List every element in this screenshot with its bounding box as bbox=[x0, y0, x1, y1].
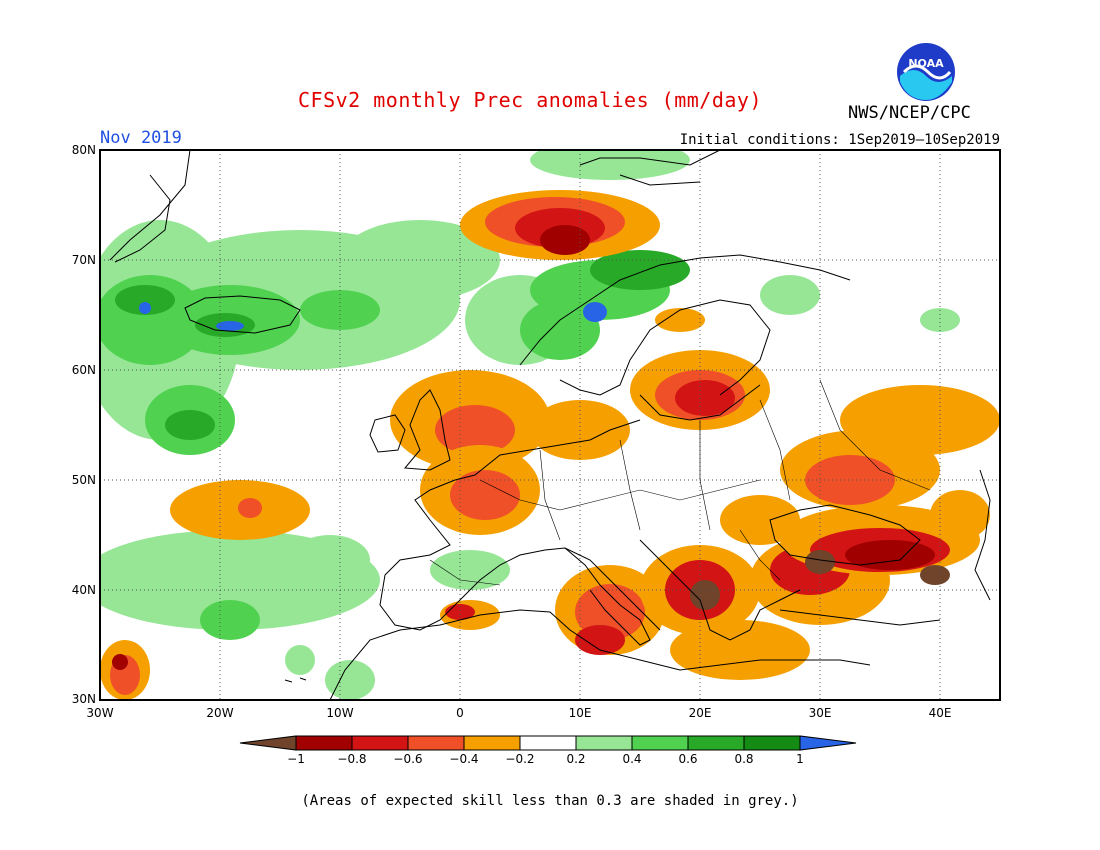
anomaly-region bbox=[325, 660, 375, 700]
colorbar-box bbox=[351, 735, 409, 751]
lat-label: 40N bbox=[71, 583, 96, 597]
lat-label: 80N bbox=[71, 143, 96, 157]
lon-label: 30W bbox=[86, 706, 114, 720]
colorbar-label: 0.8 bbox=[734, 752, 754, 766]
colorbar-label: −0.6 bbox=[393, 752, 423, 766]
coastlines bbox=[109, 150, 991, 700]
anomaly-region bbox=[675, 380, 735, 416]
anomaly-region bbox=[583, 302, 607, 322]
anomaly-region bbox=[840, 385, 1000, 455]
anomaly-region bbox=[930, 490, 990, 540]
colorbar-boxes bbox=[239, 735, 857, 751]
lon-label: 30E bbox=[808, 706, 832, 720]
colorbar-box bbox=[463, 735, 521, 751]
anomaly-region bbox=[920, 565, 950, 585]
anomaly-region bbox=[115, 285, 175, 315]
anomaly-region bbox=[575, 625, 625, 655]
anomaly-region bbox=[760, 275, 820, 315]
anomaly-region bbox=[540, 225, 590, 255]
anomaly-region bbox=[920, 308, 960, 332]
lon-label: 20E bbox=[688, 706, 712, 720]
lat-label: 70N bbox=[71, 253, 96, 267]
anomaly-region bbox=[290, 535, 370, 585]
anomaly-cells bbox=[100, 150, 1000, 700]
colorbar-max-arrow bbox=[799, 735, 857, 751]
anomaly-region bbox=[450, 470, 520, 520]
colorbar-label: −0.4 bbox=[449, 752, 479, 766]
colorbar-label: −0.8 bbox=[337, 752, 367, 766]
noaa-logo: NOAA bbox=[897, 43, 955, 101]
anomaly-region bbox=[690, 580, 720, 610]
colorbar-label: 1 bbox=[796, 752, 804, 766]
anomaly-region bbox=[165, 410, 215, 440]
anomaly-region bbox=[285, 645, 315, 675]
colorbar-label: 0.2 bbox=[566, 752, 586, 766]
anomaly-region bbox=[670, 620, 810, 680]
colorbar-label: 0.4 bbox=[622, 752, 642, 766]
anomaly-region bbox=[720, 495, 800, 545]
lon-label: 0 bbox=[456, 706, 464, 720]
anomaly-region bbox=[805, 455, 895, 505]
initial-conditions: Initial conditions: 1Sep2019—10Sep2019 bbox=[679, 132, 1000, 148]
colorbar-box bbox=[295, 735, 353, 751]
colorbar-min-arrow bbox=[239, 735, 297, 751]
anomaly-region bbox=[435, 405, 515, 455]
anomaly-region bbox=[238, 498, 262, 518]
colorbar-label: −1 bbox=[287, 752, 305, 766]
forecast-month: Nov 2019 bbox=[100, 128, 182, 148]
noaa-logo-text: NOAA bbox=[908, 57, 944, 70]
colorbar-box bbox=[631, 735, 689, 751]
colorbar-box bbox=[407, 735, 465, 751]
colorbar-box bbox=[687, 735, 745, 751]
anomaly-region bbox=[200, 600, 260, 640]
anomaly-region bbox=[112, 654, 128, 670]
anomaly-region bbox=[655, 308, 705, 332]
anomaly-region bbox=[139, 302, 151, 314]
lat-label: 50N bbox=[71, 473, 96, 487]
lon-label: 40E bbox=[928, 706, 952, 720]
lat-label: 30N bbox=[71, 692, 96, 706]
lat-label: 60N bbox=[71, 363, 96, 377]
anomaly-region bbox=[430, 550, 510, 590]
lon-label: 20W bbox=[206, 706, 234, 720]
anomaly-region bbox=[530, 150, 690, 180]
lon-label: 10W bbox=[326, 706, 354, 720]
colorbar-box bbox=[743, 735, 801, 751]
agency-label: NWS/NCEP/CPC bbox=[848, 103, 971, 123]
map-title: CFSv2 monthly Prec anomalies (mm/day) bbox=[297, 88, 763, 112]
map-frame bbox=[99, 149, 1001, 701]
country-borders bbox=[429, 379, 931, 586]
lon-label: 10E bbox=[568, 706, 592, 720]
anomaly-region bbox=[216, 321, 244, 331]
colorbar-box bbox=[575, 735, 633, 751]
colorbar-box bbox=[519, 735, 577, 751]
colorbar-label: −0.2 bbox=[505, 752, 535, 766]
colorbar-label: 0.6 bbox=[678, 752, 698, 766]
skill-footnote: (Areas of expected skill less than 0.3 a… bbox=[301, 793, 799, 809]
